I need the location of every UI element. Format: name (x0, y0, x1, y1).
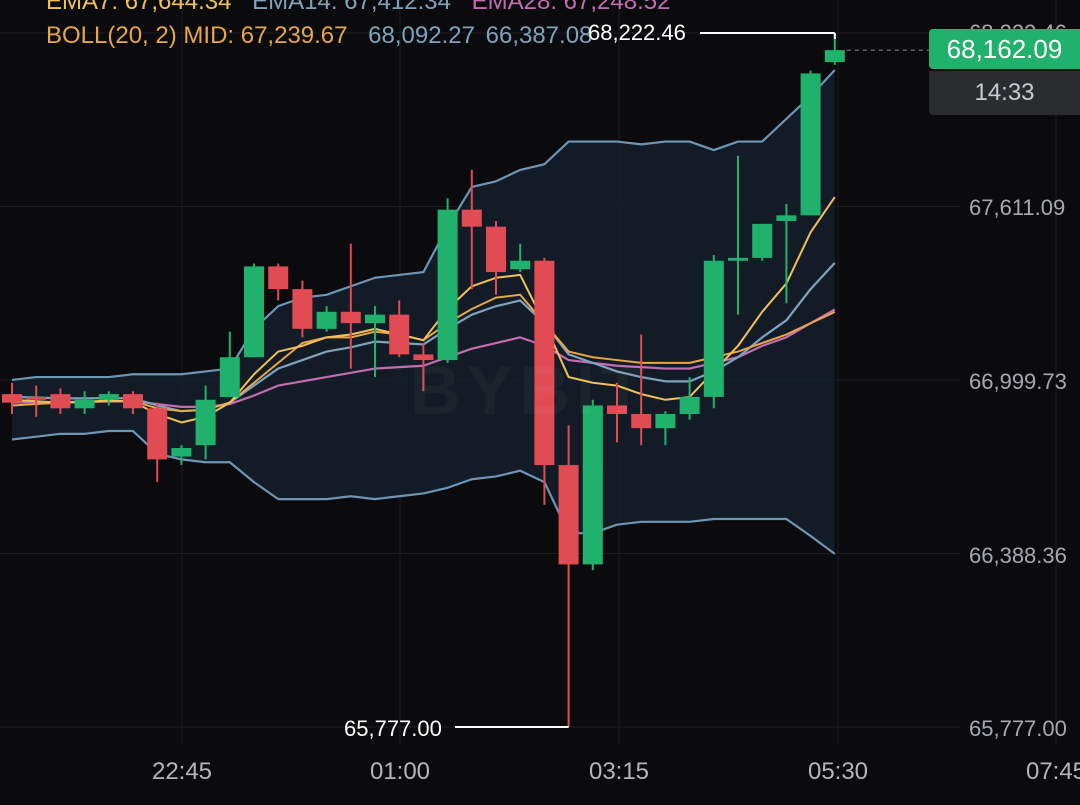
candle-24[interactable] (558, 425, 579, 727)
candle-30[interactable] (703, 255, 724, 409)
candle-body (752, 223, 773, 258)
candle-14[interactable] (316, 306, 337, 332)
x-tick-5: 07:45 (1025, 758, 1080, 785)
candle-body (316, 311, 337, 329)
low-price-label: 65,777.00 (344, 716, 442, 741)
exchange-watermark: BYBIT (410, 350, 650, 430)
candle-body (2, 394, 22, 403)
candle-countdown: 14:33 (929, 71, 1080, 115)
boll-mid-legend: BOLL(20, 2) MID: 67,239.67 (46, 22, 348, 49)
high-price-label: 68,222.46 (588, 20, 686, 45)
candle-22[interactable] (510, 243, 531, 273)
candle-body (98, 394, 119, 400)
candle-6[interactable] (123, 391, 143, 414)
candle-body (631, 413, 652, 429)
x-tick-2: 01:00 (369, 758, 431, 785)
candle-19[interactable] (437, 198, 458, 363)
candle-body (26, 396, 47, 400)
price-markers (455, 32, 929, 728)
x-tick-1: 22:45 (151, 758, 213, 785)
candle-body (195, 399, 216, 446)
boll-up-legend: 68,092.27 (368, 22, 475, 49)
candle-3[interactable] (50, 388, 71, 414)
y-tick-3: 66,999.73 (969, 369, 1067, 394)
candle-body (292, 289, 313, 329)
candle-body (824, 50, 845, 63)
y-tick-4: 66,388.36 (969, 543, 1067, 568)
candle-body (461, 209, 482, 227)
x-tick-4: 05:30 (807, 758, 869, 785)
candle-17[interactable] (389, 300, 410, 358)
candle-1[interactable] (2, 382, 22, 414)
candle-body (679, 396, 700, 414)
candle-body (365, 314, 385, 324)
candle-body (123, 394, 143, 409)
candle-2[interactable] (26, 385, 47, 417)
candle-body (607, 405, 627, 414)
candle-21[interactable] (486, 221, 506, 295)
candle-body (776, 215, 797, 222)
candle-12[interactable] (268, 263, 289, 301)
boll-upper-line (11, 69, 836, 382)
candle-body (486, 226, 506, 273)
ema28-legend: EMA28: 67,248.52 (471, 0, 671, 15)
ema7-legend: EMA7: 67,644.34 (46, 0, 232, 15)
candle-body (703, 260, 724, 397)
current-price-tag[interactable]: 68,162.09 (929, 29, 1080, 69)
candle-9[interactable] (195, 385, 216, 460)
candle-body (510, 260, 531, 270)
candle-body (50, 394, 71, 409)
ema-legend: EMA7: 67,644.34 EMA14: 67,412.34 EMA28: … (46, 0, 684, 16)
candle-25[interactable] (582, 399, 603, 571)
candles[interactable] (2, 33, 845, 727)
y-tick-2: 67,611.09 (969, 195, 1066, 220)
candle-body (582, 405, 603, 565)
candle-28[interactable] (655, 411, 676, 446)
candle-body (558, 465, 579, 565)
candle-11[interactable] (244, 263, 264, 358)
candle-16[interactable] (365, 306, 385, 378)
candle-29[interactable] (679, 377, 700, 420)
candle-body (800, 73, 821, 216)
candle-23[interactable] (534, 257, 555, 505)
candle-body (244, 266, 264, 358)
candle-4[interactable] (74, 391, 95, 414)
candle-body (389, 314, 410, 355)
candle-33[interactable] (776, 203, 797, 304)
candle-18[interactable] (413, 343, 434, 392)
candle-7[interactable] (147, 402, 168, 483)
candle-body (74, 399, 95, 409)
candle-body (413, 354, 434, 361)
candle-body (171, 448, 192, 457)
candle-8[interactable] (171, 445, 192, 466)
candle-body (655, 413, 676, 429)
candle-body (268, 266, 289, 290)
candle-13[interactable] (292, 280, 313, 338)
x-tick-3: 03:15 (588, 758, 650, 785)
candle-10[interactable] (219, 331, 240, 397)
candle-32[interactable] (752, 223, 773, 261)
candle-26[interactable] (607, 382, 627, 443)
candle-27[interactable] (631, 334, 652, 446)
ema14-legend: EMA14: 67,412.34 (252, 0, 451, 15)
candle-body (219, 357, 240, 397)
candle-31[interactable] (728, 155, 748, 315)
candle-5[interactable] (98, 391, 119, 406)
candle-34[interactable] (800, 70, 821, 216)
candle-body (340, 311, 361, 324)
candle-15[interactable] (340, 243, 361, 369)
candle-body (534, 260, 555, 466)
boll-dn-legend: 66,387.08 (485, 22, 593, 49)
candle-body (147, 408, 168, 460)
y-tick-5: 65,777.00 (969, 716, 1067, 741)
candle-20[interactable] (461, 169, 482, 290)
boll-band-fill (12, 69, 835, 554)
candle-body (437, 209, 458, 361)
candle-body (728, 257, 748, 261)
boll-legend: BOLL(20, 2) MID: 67,239.67 68,092.27 66,… (46, 22, 606, 50)
